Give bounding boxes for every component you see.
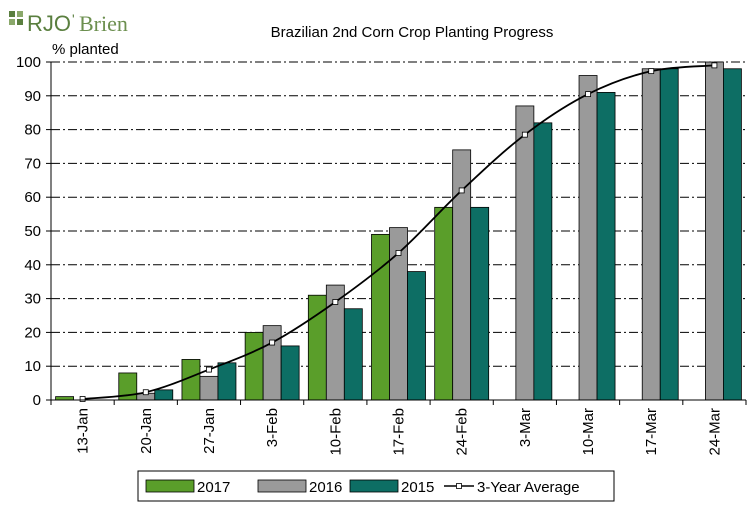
average-marker-24-Feb — [458, 187, 465, 194]
bar-2015-17-Mar — [659, 68, 679, 401]
average-marker-13-Jan — [79, 396, 86, 402]
average-marker-17-Mar — [648, 68, 655, 75]
x-tick-label-13-Jan: 13-Jan — [75, 408, 92, 454]
y-tick-label-20: 20 — [24, 324, 41, 341]
x-tick-label-3-Feb: 3-Feb — [264, 408, 281, 447]
x-tick-label-24-Mar: 24-Mar — [706, 408, 723, 456]
x-tick-label-3-Mar: 3-Mar — [517, 408, 534, 447]
x-tick-labels: 13-Jan 20-Jan 27-Jan 3-Feb 10-Feb 17-Feb 24-Fe… — [75, 408, 724, 456]
y-tick-label-0: 0 — [33, 392, 41, 409]
axes-group — [46, 61, 747, 405]
average-marker-17-Feb — [395, 250, 402, 256]
x-tick-label-10-Mar: 10-Mar — [580, 408, 597, 456]
legend: 2017 2016 2015 3-Year Average — [137, 470, 615, 502]
x-tick-label-20-Jan: 20-Jan — [138, 408, 155, 454]
x-tick-label-24-Feb: 24-Feb — [454, 408, 471, 456]
bar-2015-3-Mar — [533, 122, 553, 401]
x-tick-label-17-Feb: 17-Feb — [391, 408, 408, 456]
x-tick-label-17-Mar: 17-Mar — [643, 408, 660, 456]
y-tick-label-90: 90 — [24, 88, 41, 105]
bar-2016-3-Feb — [262, 325, 282, 401]
bar-2016-17-Mar — [641, 68, 661, 401]
average-marker-3-Feb — [269, 339, 276, 346]
average-marker-3-Mar — [521, 131, 528, 138]
bar-2017-3-Feb — [244, 331, 264, 401]
y-axis-label: % planted — [52, 41, 119, 58]
bar-2015-24-Mar — [723, 68, 742, 401]
bar-2015-17-Feb — [407, 271, 426, 401]
y-tick-label-10: 10 — [24, 358, 41, 375]
average-line-group — [79, 62, 718, 402]
chart-title: Brazilian 2nd Corn Crop Planting Progres… — [271, 24, 554, 41]
y-tick-label-50: 50 — [24, 223, 41, 240]
x-tick-label-27-Jan: 27-Jan — [201, 408, 218, 454]
legend-label-2015: 2015 — [401, 479, 434, 496]
bar-2015-27-Jan — [217, 362, 237, 401]
average-marker-10-Mar — [585, 91, 591, 98]
y-tick-label-30: 30 — [24, 291, 41, 308]
bar-2015-20-Jan — [154, 389, 174, 401]
average-marker-20-Jan — [142, 389, 149, 396]
average-marker-27-Jan — [206, 366, 212, 373]
y-tick-label-60: 60 — [24, 189, 41, 206]
average-marker-10-Feb — [332, 299, 339, 305]
bar-2015-10-Mar — [596, 92, 616, 401]
leaf-icon — [9, 11, 23, 25]
legend-swatch-average-marker — [456, 483, 462, 489]
bar-2017-13-Jan — [55, 396, 74, 401]
legend-swatch-2016 — [257, 479, 307, 493]
bar-2015-3-Feb — [280, 345, 300, 401]
logo-apostrophe: ' — [72, 11, 75, 27]
y-tick-labels: 0 10 20 30 40 50 60 70 80 90 100 — [16, 54, 41, 409]
x-tick-label-10-Feb: 10-Feb — [327, 408, 344, 456]
bars-group — [55, 61, 742, 401]
legend-label-2016: 2016 — [309, 479, 342, 496]
bar-2016-27-Jan — [199, 375, 219, 401]
bar-2017-17-Feb — [371, 233, 390, 401]
bar-2015-10-Feb — [343, 308, 363, 401]
y-tick-label-80: 80 — [24, 122, 41, 139]
legend-label-2017: 2017 — [197, 479, 230, 496]
legend-label-average: 3-Year Average — [477, 479, 580, 496]
legend-swatch-2015 — [349, 479, 399, 493]
rjo-brien-logo: RJO ' Brien — [9, 11, 128, 36]
bar-2017-24-Feb — [434, 206, 454, 401]
bar-2015-24-Feb — [470, 206, 490, 401]
y-tick-label-100: 100 — [16, 54, 41, 71]
y-tick-label-40: 40 — [24, 257, 41, 274]
bar-2016-24-Feb — [452, 149, 472, 401]
bar-2016-10-Mar — [578, 75, 598, 401]
logo-text-rjo: RJO — [27, 11, 71, 36]
bar-2016-24-Mar — [705, 61, 724, 401]
legend-swatch-2017 — [145, 479, 195, 493]
bar-2016-3-Mar — [515, 105, 535, 401]
logo-text-brien: Brien — [79, 11, 128, 36]
average-marker-24-Mar — [711, 62, 718, 69]
y-tick-label-70: 70 — [24, 155, 41, 172]
